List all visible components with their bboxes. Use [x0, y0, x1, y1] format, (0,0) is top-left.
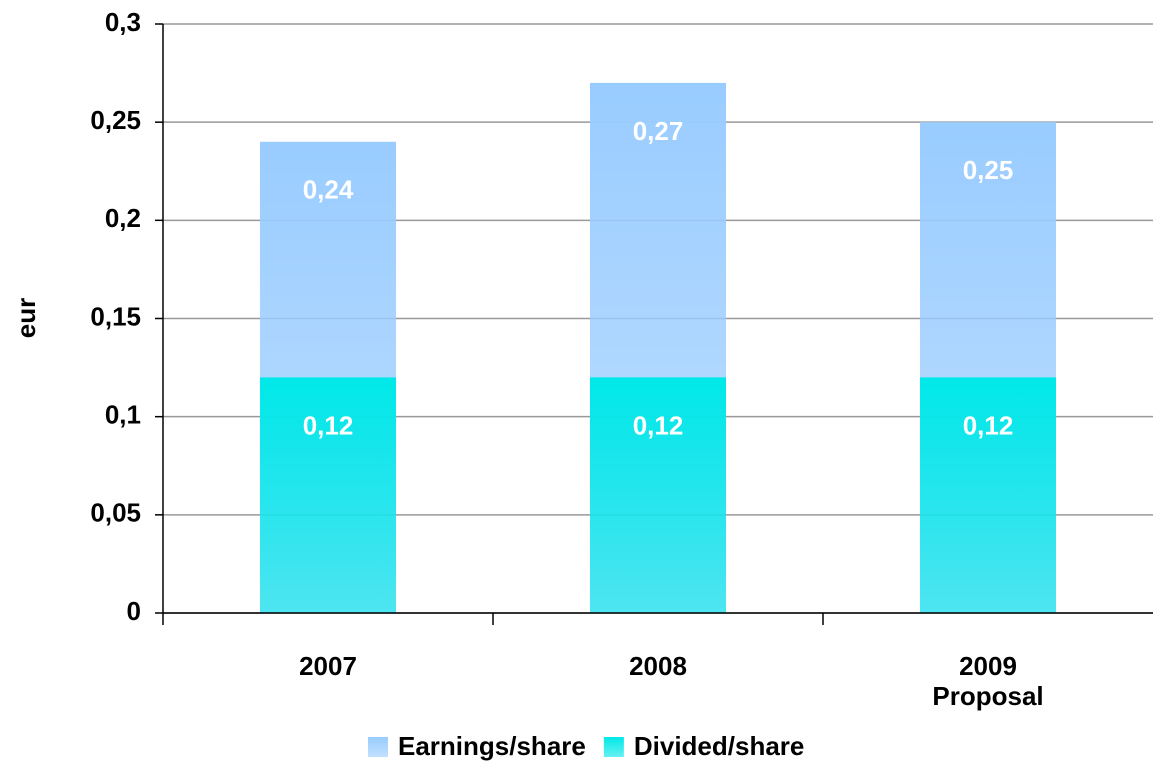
value-label: 0,12 [633, 410, 684, 440]
y-tick-label: 0,1 [105, 400, 141, 430]
x-tick-label: 2007 [299, 651, 357, 681]
bar [920, 377, 1056, 613]
value-label: 0,27 [633, 116, 684, 146]
x-tick-label: 2009 Proposal [932, 651, 1043, 711]
value-label: 0,24 [303, 175, 354, 205]
y-tick-label: 0,25 [90, 105, 141, 135]
value-label: 0,12 [963, 410, 1014, 440]
value-label: 0,25 [963, 155, 1014, 185]
y-tick-label: 0,15 [90, 301, 141, 331]
bar [260, 377, 396, 613]
y-tick-label: 0 [127, 596, 141, 626]
y-tick-label: 0,3 [105, 7, 141, 37]
bar [590, 377, 726, 613]
legend-swatch [603, 737, 624, 757]
legend-label: Divided/share [634, 731, 805, 761]
y-tick-label: 0,2 [105, 203, 141, 233]
y-tick-label: 0,05 [90, 498, 141, 528]
value-label: 0,12 [303, 410, 354, 440]
legend-swatch [368, 737, 388, 757]
x-tick-label: 2008 [629, 651, 687, 681]
y-axis-label: eur [11, 298, 41, 338]
legend-label: Earnings/share [398, 731, 586, 761]
